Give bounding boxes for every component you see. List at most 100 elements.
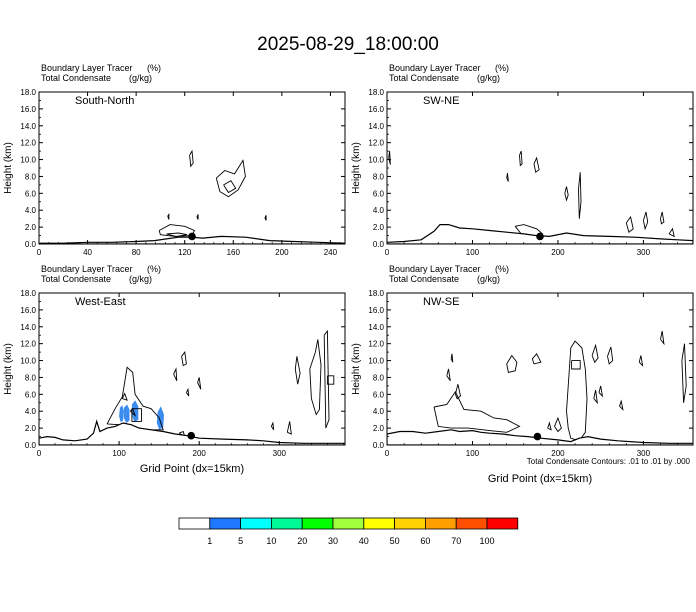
- x-tick-label: 240: [324, 248, 338, 257]
- y-tick-label: 12.0: [368, 340, 384, 349]
- condensate-contour: [196, 214, 199, 220]
- y-tick-label: 8.0: [25, 172, 37, 181]
- tracer-fill: [119, 405, 124, 423]
- y-tick-label: 0.0: [25, 240, 37, 249]
- condensate-contour: [326, 375, 335, 385]
- y-tick-label: 6.0: [25, 189, 37, 198]
- colorbar-label: 60: [420, 536, 430, 546]
- condensate-contour: [167, 212, 170, 220]
- condensate-contour: [547, 421, 552, 431]
- condensate-contour: [642, 211, 649, 231]
- y-tick-label: 14.0: [368, 323, 384, 332]
- x-tick-label: 0: [37, 449, 42, 458]
- condensate-contour: [446, 368, 451, 382]
- header-tracer: Boundary Layer Tracer: [41, 264, 133, 274]
- condensate-contour: [454, 384, 462, 400]
- y-tick-label: 18.0: [20, 88, 36, 97]
- y-tick-label: 12.0: [20, 139, 36, 148]
- header-condensate-units: (g/kg): [129, 73, 152, 83]
- colorbar-swatch: [486, 517, 519, 530]
- condensate-contour: [681, 343, 687, 403]
- x-tick-label: 300: [637, 449, 651, 458]
- condensate-contour: [264, 215, 267, 221]
- header-condensate-units: (g/kg): [477, 73, 500, 83]
- y-tick-label: 0.0: [25, 441, 37, 450]
- panel-label: SW-NE: [423, 95, 459, 107]
- condensate-contour: [638, 355, 644, 367]
- colorbar-swatch: [424, 517, 457, 530]
- header-tracer-units: (%): [495, 63, 509, 73]
- y-tick-label: 12.0: [20, 340, 36, 349]
- y-tick-label: 2.0: [25, 223, 37, 232]
- y-tick-label: 16.0: [20, 306, 36, 315]
- y-tick-label: 10.0: [368, 156, 384, 165]
- colorbar-label: 1: [207, 536, 212, 546]
- y-tick-label: 6.0: [373, 189, 385, 198]
- y-axis-label: Height (km): [3, 142, 14, 194]
- condensate-contour: [660, 211, 665, 225]
- condensate-contour: [519, 150, 523, 167]
- colorbar-swatch: [240, 517, 272, 530]
- y-tick-label: 4.0: [373, 206, 385, 215]
- footnote: Total Condensate Contours: .01 to .01 by…: [527, 457, 691, 466]
- x-tick-label: 300: [273, 449, 287, 458]
- header-condensate: Total Condensate: [389, 73, 459, 83]
- y-tick-label: 4.0: [25, 407, 37, 416]
- colorbar: 1 5 10 20 30 40 50 60 70 100: [178, 517, 519, 546]
- station-marker: [187, 431, 195, 440]
- condensate-contour: [450, 353, 454, 363]
- x-tick-label: 200: [551, 248, 565, 257]
- condensate-contour: [121, 392, 128, 401]
- x-tick-label: 0: [385, 248, 390, 257]
- header-tracer: Boundary Layer Tracer: [389, 63, 481, 73]
- colorbar-label: 10: [266, 536, 276, 546]
- y-tick-label: 18.0: [20, 289, 36, 298]
- condensate-contour: [607, 346, 614, 365]
- tracer-fill: [156, 406, 164, 430]
- x-tick-label: 200: [551, 449, 565, 458]
- plot-frame: [38, 91, 346, 245]
- colorbar-swatch: [270, 517, 303, 530]
- y-tick-label: 14.0: [20, 323, 36, 332]
- y-tick-label: 16.0: [368, 105, 384, 114]
- colorbar-label: 70: [451, 536, 461, 546]
- y-tick-label: 2.0: [373, 424, 385, 433]
- x-tick-label: 160: [227, 248, 241, 257]
- plot-frame: [386, 292, 694, 446]
- y-tick-label: 8.0: [373, 172, 385, 181]
- condensate-contour: [433, 390, 521, 433]
- condensate-contour: [533, 156, 540, 173]
- y-tick-label: 10.0: [20, 156, 36, 165]
- station-marker: [533, 432, 542, 441]
- x-axis-label: Grid Point (dx=15km): [488, 473, 592, 485]
- x-tick-label: 80: [132, 248, 141, 257]
- condensate-contour: [215, 159, 246, 198]
- plot-area: [39, 149, 345, 244]
- y-tick-label: 10.0: [368, 357, 384, 366]
- y-tick-label: 18.0: [368, 88, 384, 97]
- condensate-contour: [223, 180, 237, 194]
- x-tick-label: 100: [112, 449, 126, 458]
- condensate-contour: [564, 186, 569, 202]
- condensate-contour: [131, 408, 142, 422]
- condensate-contour: [197, 377, 202, 390]
- condensate-contour: [598, 385, 604, 398]
- y-tick-label: 18.0: [368, 289, 384, 298]
- y-tick-label: 10.0: [20, 357, 36, 366]
- panel-label: West-East: [75, 296, 126, 308]
- y-tick-label: 6.0: [25, 390, 37, 399]
- colorbar-label: 50: [390, 536, 400, 546]
- x-tick-label: 120: [178, 248, 192, 257]
- x-tick-label: 300: [637, 248, 651, 257]
- y-tick-label: 0.0: [373, 441, 385, 450]
- header-condensate: Total Condensate: [41, 73, 111, 83]
- x-tick-label: 0: [385, 449, 390, 458]
- condensate-contour: [286, 421, 292, 435]
- header-tracer-units: (%): [495, 264, 509, 274]
- y-tick-label: 16.0: [20, 105, 36, 114]
- condensate-contour: [388, 151, 391, 165]
- panel-label: NW-SE: [423, 296, 459, 308]
- header-tracer: Boundary Layer Tracer: [41, 63, 133, 73]
